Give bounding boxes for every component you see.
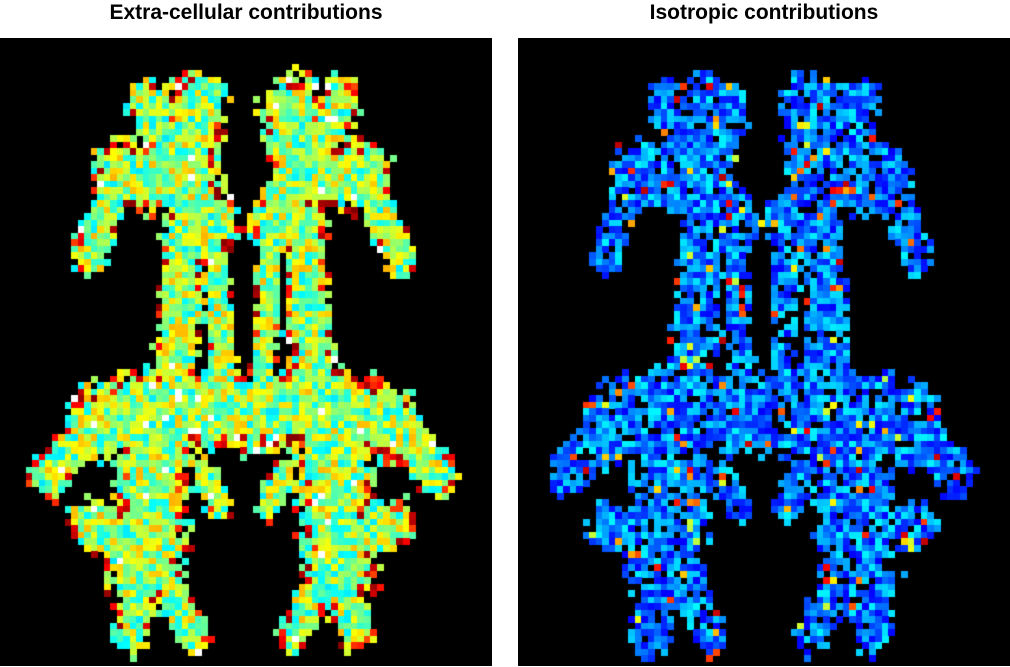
right-panel-title: Isotropic contributions [649, 1, 879, 24]
left-panel-title: Extra-cellular contributions [109, 1, 383, 24]
isotropic-map-image [518, 38, 1010, 666]
extra-cellular-map-panel [0, 38, 492, 666]
isotropic-map-panel [518, 38, 1010, 666]
extra-cellular-map-image [0, 38, 492, 666]
